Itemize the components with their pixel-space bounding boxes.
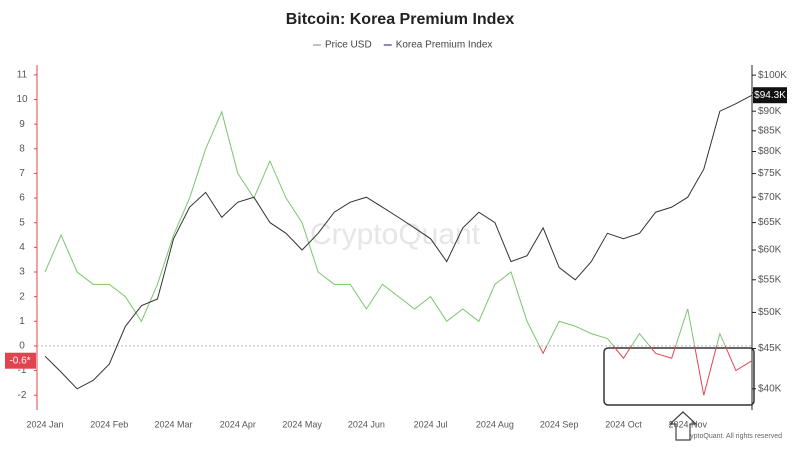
arrow	[668, 411, 698, 441]
series-line	[44, 110, 753, 396]
y2-tick-label: $45K	[758, 343, 782, 354]
legend-label: Korea Premium Index	[396, 40, 493, 51]
y-tick-label: 3	[19, 267, 25, 278]
y2-tick-label: $65K	[758, 217, 782, 228]
y2-tick-label: $40K	[758, 383, 782, 394]
y-tick-label: 10	[16, 94, 28, 105]
y-tick-label: -1	[18, 365, 27, 376]
x-tick-label: 2024 May	[282, 419, 322, 429]
y2-tick-label: $55K	[758, 274, 782, 285]
watermark: CryptoQuant	[310, 218, 481, 251]
y-tick-label: -2	[18, 390, 27, 401]
y-tick-label: 1	[19, 316, 25, 327]
y-tick-label: 4	[19, 242, 25, 253]
y2-tick-label: $75K	[758, 168, 782, 179]
x-tick-label: 2024 Oct	[605, 419, 642, 429]
y-tick-label: 5	[19, 217, 25, 228]
y2-tick-label: $90K	[758, 106, 782, 117]
x-tick-label: 2024 Jan	[26, 419, 63, 429]
price-label: $94.3K	[754, 90, 786, 101]
y-tick-label: 2	[19, 291, 25, 302]
highlight-box	[603, 347, 755, 406]
y-tick-label: 9	[19, 119, 25, 130]
y2-tick-label: $80K	[758, 146, 782, 157]
x-tick-label: 2024 Aug	[476, 419, 514, 429]
x-tick-label: 2024 Apr	[220, 419, 256, 429]
series-line	[44, 94, 753, 390]
x-tick-label: 2024 Jun	[348, 419, 385, 429]
x-tick-label: 2024 Sep	[540, 419, 579, 429]
x-tick-label: 2024 Nov	[668, 419, 707, 429]
y2-tick-label: $60K	[758, 245, 782, 256]
y-tick-label: 0	[19, 341, 25, 352]
x-tick-label: 2024 Feb	[90, 419, 128, 429]
y2-tick-label: $100K	[758, 70, 787, 81]
y2-tick-label: $85K	[758, 125, 782, 136]
y-tick-label: 8	[19, 143, 25, 154]
credit: CryptoQuant. All rights reserved	[683, 433, 782, 440]
chart-title: Bitcoin: Korea Premium Index	[286, 11, 515, 28]
x-tick-label: 2024 Mar	[155, 419, 193, 429]
y-tick-label: 7	[19, 168, 25, 179]
y2-tick-label: $50K	[758, 307, 782, 318]
legend-label: Price USD	[325, 40, 372, 51]
y-tick-label: 11	[17, 69, 28, 80]
premium-label: -0.6*	[9, 355, 30, 366]
premium-label-box	[5, 352, 36, 369]
y-tick-label: 6	[19, 193, 25, 204]
y2-tick-label: $70K	[758, 192, 782, 203]
price-label-box	[753, 87, 787, 104]
x-tick-label: 2024 Jul	[414, 419, 448, 429]
